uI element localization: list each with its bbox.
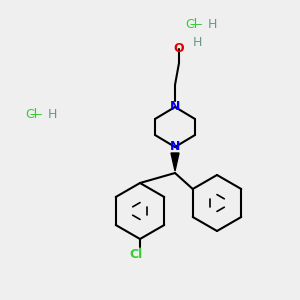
Text: H: H <box>208 19 218 32</box>
Polygon shape <box>171 153 179 171</box>
Text: H: H <box>192 37 202 50</box>
Text: Cl: Cl <box>129 248 142 262</box>
Text: O: O <box>174 43 184 56</box>
Text: Cl: Cl <box>25 109 37 122</box>
Text: H: H <box>48 109 57 122</box>
Text: —: — <box>186 19 206 32</box>
Text: N: N <box>170 140 180 154</box>
Text: Cl: Cl <box>185 19 197 32</box>
Text: N: N <box>170 100 180 113</box>
Text: —: — <box>26 109 46 122</box>
